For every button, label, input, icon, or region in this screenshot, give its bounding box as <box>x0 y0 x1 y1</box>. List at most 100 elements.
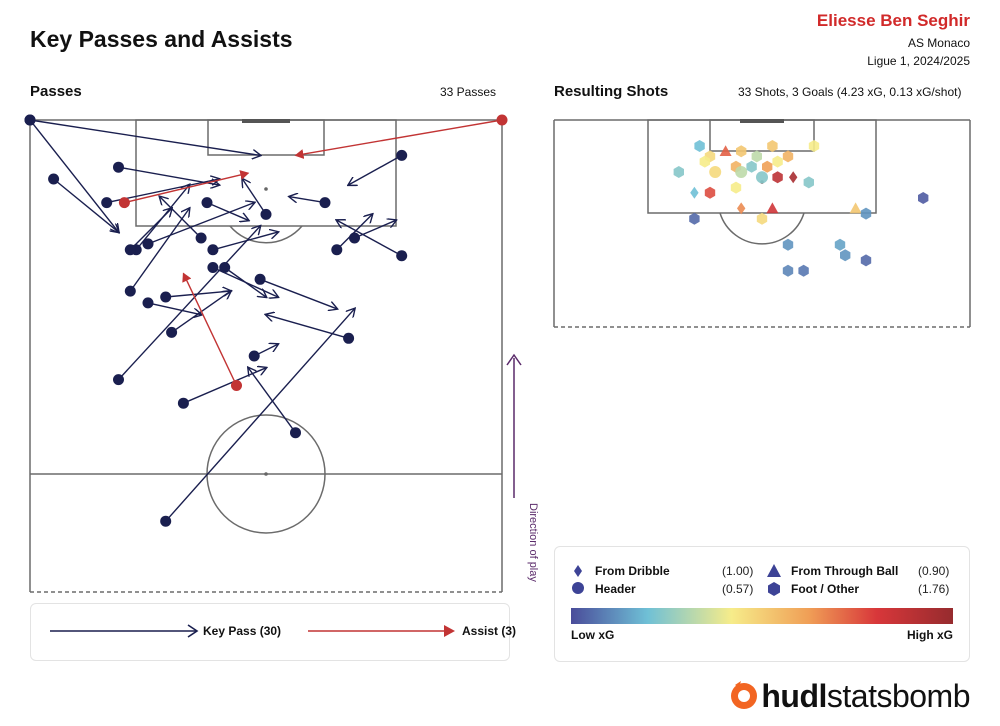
key-pass-origin-point-12 <box>349 232 360 244</box>
shot-marker-foot-13 <box>673 166 684 178</box>
key-pass-origin-point-14 <box>331 244 343 256</box>
shot-marker-header-15 <box>735 166 748 178</box>
colorbar-low-label: Low xG <box>571 628 615 642</box>
shot-marker-header-16 <box>756 171 768 184</box>
key-pass-line-13 <box>337 220 403 257</box>
legend-assist-label: Assist (3) <box>462 624 517 638</box>
shot-marker-foot-10 <box>746 160 757 173</box>
penalty-arc <box>229 225 303 244</box>
key-pass-line-1 <box>29 119 119 232</box>
shot-marker-header-14 <box>709 166 722 178</box>
key-pass-origin-point-1 <box>24 114 36 126</box>
shot-marker-foot-5 <box>767 140 778 152</box>
direction-arrow-head <box>506 353 522 366</box>
key-pass-origin-point-4 <box>101 197 113 209</box>
key-pass-line-16 <box>259 278 337 309</box>
shot-marker-through-23 <box>766 202 779 214</box>
shot-marker-foot-27 <box>860 207 872 220</box>
legend-header-marker <box>572 582 584 594</box>
key-pass-line-0 <box>29 119 260 155</box>
shot-marker-foot-35 <box>798 264 809 277</box>
logo-text-statsbomb: statsbomb <box>826 678 971 714</box>
legend-header-label: Header <box>595 582 636 596</box>
shot-marker-foot-31 <box>834 238 846 251</box>
key-pass-origin-point-9 <box>207 244 219 256</box>
assist-pass-line-2 <box>182 272 238 386</box>
assist-origin-point-0 <box>496 114 508 126</box>
goal-mouth <box>242 119 290 123</box>
key-pass-origin-point-3 <box>48 173 60 185</box>
shot-marker-through-26 <box>849 202 862 214</box>
passes-legend <box>30 603 510 661</box>
player-name: Eliesse Ben Seghir <box>816 11 970 30</box>
shot-marker-foot-6 <box>782 150 794 163</box>
shot-marker-foot-19 <box>803 176 814 189</box>
passes-panel-title: Passes <box>30 83 82 100</box>
shot-marker-foot-29 <box>689 212 700 225</box>
legend-dribble-marker <box>574 565 582 577</box>
shot-marker-dribble-18 <box>789 171 798 184</box>
shot-marker-dribble-24 <box>737 202 746 215</box>
shot-layer <box>673 140 929 277</box>
key-pass-origin-point-7 <box>201 197 213 209</box>
shots-summary: 33 Shots, 3 Goals (4.23 xG, 0.13 xG/shot… <box>738 85 962 99</box>
key-pass-origin-point-13 <box>396 250 408 262</box>
key-pass-origin-point-11 <box>319 197 331 209</box>
key-pass-origin-point-23 <box>113 374 124 386</box>
shot-marker-foot-30 <box>782 238 794 251</box>
key-pass-origin-point-26 <box>290 427 301 439</box>
key-pass-line-22 <box>266 315 349 339</box>
shots-legend <box>554 546 970 662</box>
key-pass-origin-point-16 <box>254 273 266 285</box>
season-label: Ligue 1, 2024/2025 <box>867 54 970 68</box>
colorbar-high-label: High xG <box>907 628 954 642</box>
legend-header-value: (0.57) <box>722 582 754 596</box>
key-pass-line-10 <box>349 154 403 185</box>
assist-pass-line-0 <box>294 119 503 159</box>
legend-keypass-label: Key Pass (30) <box>203 624 282 638</box>
shot-marker-foot-8 <box>699 155 710 168</box>
logo-mark-icon <box>731 681 758 709</box>
key-pass-origin-point-19 <box>219 262 231 273</box>
shot-marker-foot-34 <box>782 264 794 277</box>
legend-assist-arrowhead <box>444 625 455 637</box>
shots-penalty-arc <box>719 212 805 245</box>
team-name: AS Monaco <box>907 36 970 50</box>
shot-marker-foot-4 <box>751 150 762 163</box>
key-pass-origin-point-17 <box>124 285 136 297</box>
key-pass-origin-point-24 <box>177 397 189 409</box>
key-pass-origin-point-18 <box>160 291 172 303</box>
key-pass-line-26 <box>248 368 297 434</box>
key-pass-origin-point-20 <box>142 297 154 309</box>
shot-marker-foot-3 <box>736 145 747 158</box>
pass-layer <box>24 114 508 527</box>
xg-colorbar <box>571 608 953 624</box>
key-pass-line-20 <box>147 302 201 315</box>
key-pass-line-23 <box>117 226 261 381</box>
key-pass-origin-point-2 <box>113 161 124 173</box>
key-pass-line-28 <box>147 203 254 245</box>
legend-through-marker <box>767 564 781 577</box>
assist-origin-point-1 <box>118 197 130 209</box>
passes-count: 33 Passes <box>440 85 497 99</box>
assist-pass-line-1 <box>124 170 250 204</box>
logo-text-hudl: hudl <box>761 678 827 714</box>
shots-legend-markers <box>571 564 953 624</box>
shots-goal-mouth <box>740 119 784 123</box>
shot-marker-foot-32 <box>840 249 851 262</box>
key-pass-origin-point-29 <box>260 208 272 220</box>
legend-foot-marker <box>768 582 780 596</box>
shot-marker-foot-21 <box>730 181 742 194</box>
key-pass-origin-point-27 <box>160 515 172 527</box>
shot-marker-foot-20 <box>704 186 716 199</box>
key-pass-origin-point-10 <box>396 149 408 161</box>
key-pass-line-3 <box>53 178 119 232</box>
key-pass-origin-point-8 <box>195 232 207 244</box>
shots-penalty-box <box>647 119 877 214</box>
shot-marker-foot-28 <box>918 192 929 204</box>
assist-origin-point-2 <box>231 380 242 391</box>
key-pass-origin-point-6 <box>124 244 136 256</box>
hudl-statsbomb-logo: hudlstatsbomb <box>727 678 971 715</box>
